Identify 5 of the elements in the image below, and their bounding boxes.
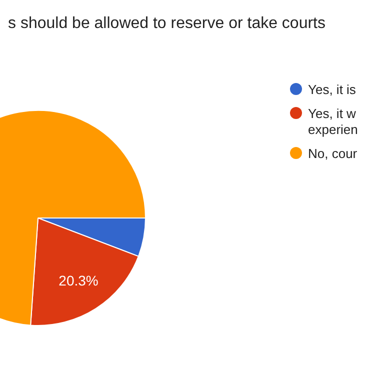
legend-label: Yes, it w experien [308,106,359,138]
legend-label: No, cour [308,146,358,162]
data-label: 20.3% [58,272,98,288]
legend-label: Yes, it is [308,82,357,98]
chart-title: s should be allowed to reserve or take courts [8,15,326,33]
